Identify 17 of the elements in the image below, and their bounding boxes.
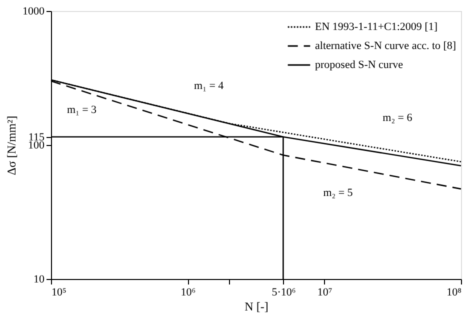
legend-label: proposed S-N curve bbox=[315, 59, 404, 71]
y-tick-label: 1000 bbox=[22, 6, 45, 18]
x-tick-label: 10⁶ bbox=[180, 286, 196, 298]
x-tick-label: 10⁵ bbox=[52, 286, 66, 298]
legend-label: EN 1993-1-11+C1:2009 [1] bbox=[315, 21, 438, 33]
annotation: m₁ = 4 bbox=[194, 80, 224, 92]
annotation: m₁ = 3 bbox=[66, 104, 98, 116]
x-tick-label: 10⁸ bbox=[446, 286, 462, 298]
y-tick-label: 10 bbox=[34, 274, 45, 286]
annotation: m₂ = 5 bbox=[323, 187, 354, 200]
annotation: m₂ = 6 bbox=[382, 112, 413, 124]
x-tick-label: 5·10⁶ bbox=[272, 286, 296, 298]
y-tick-label: 100 bbox=[28, 140, 45, 152]
y-axis-title: Δσ [N/mm²] bbox=[4, 116, 18, 176]
x-tick-label: 10⁷ bbox=[317, 286, 332, 298]
x-axis-title: N [-] bbox=[244, 300, 268, 314]
legend-label: alternative S-N curve acc. to [8] bbox=[315, 40, 456, 52]
